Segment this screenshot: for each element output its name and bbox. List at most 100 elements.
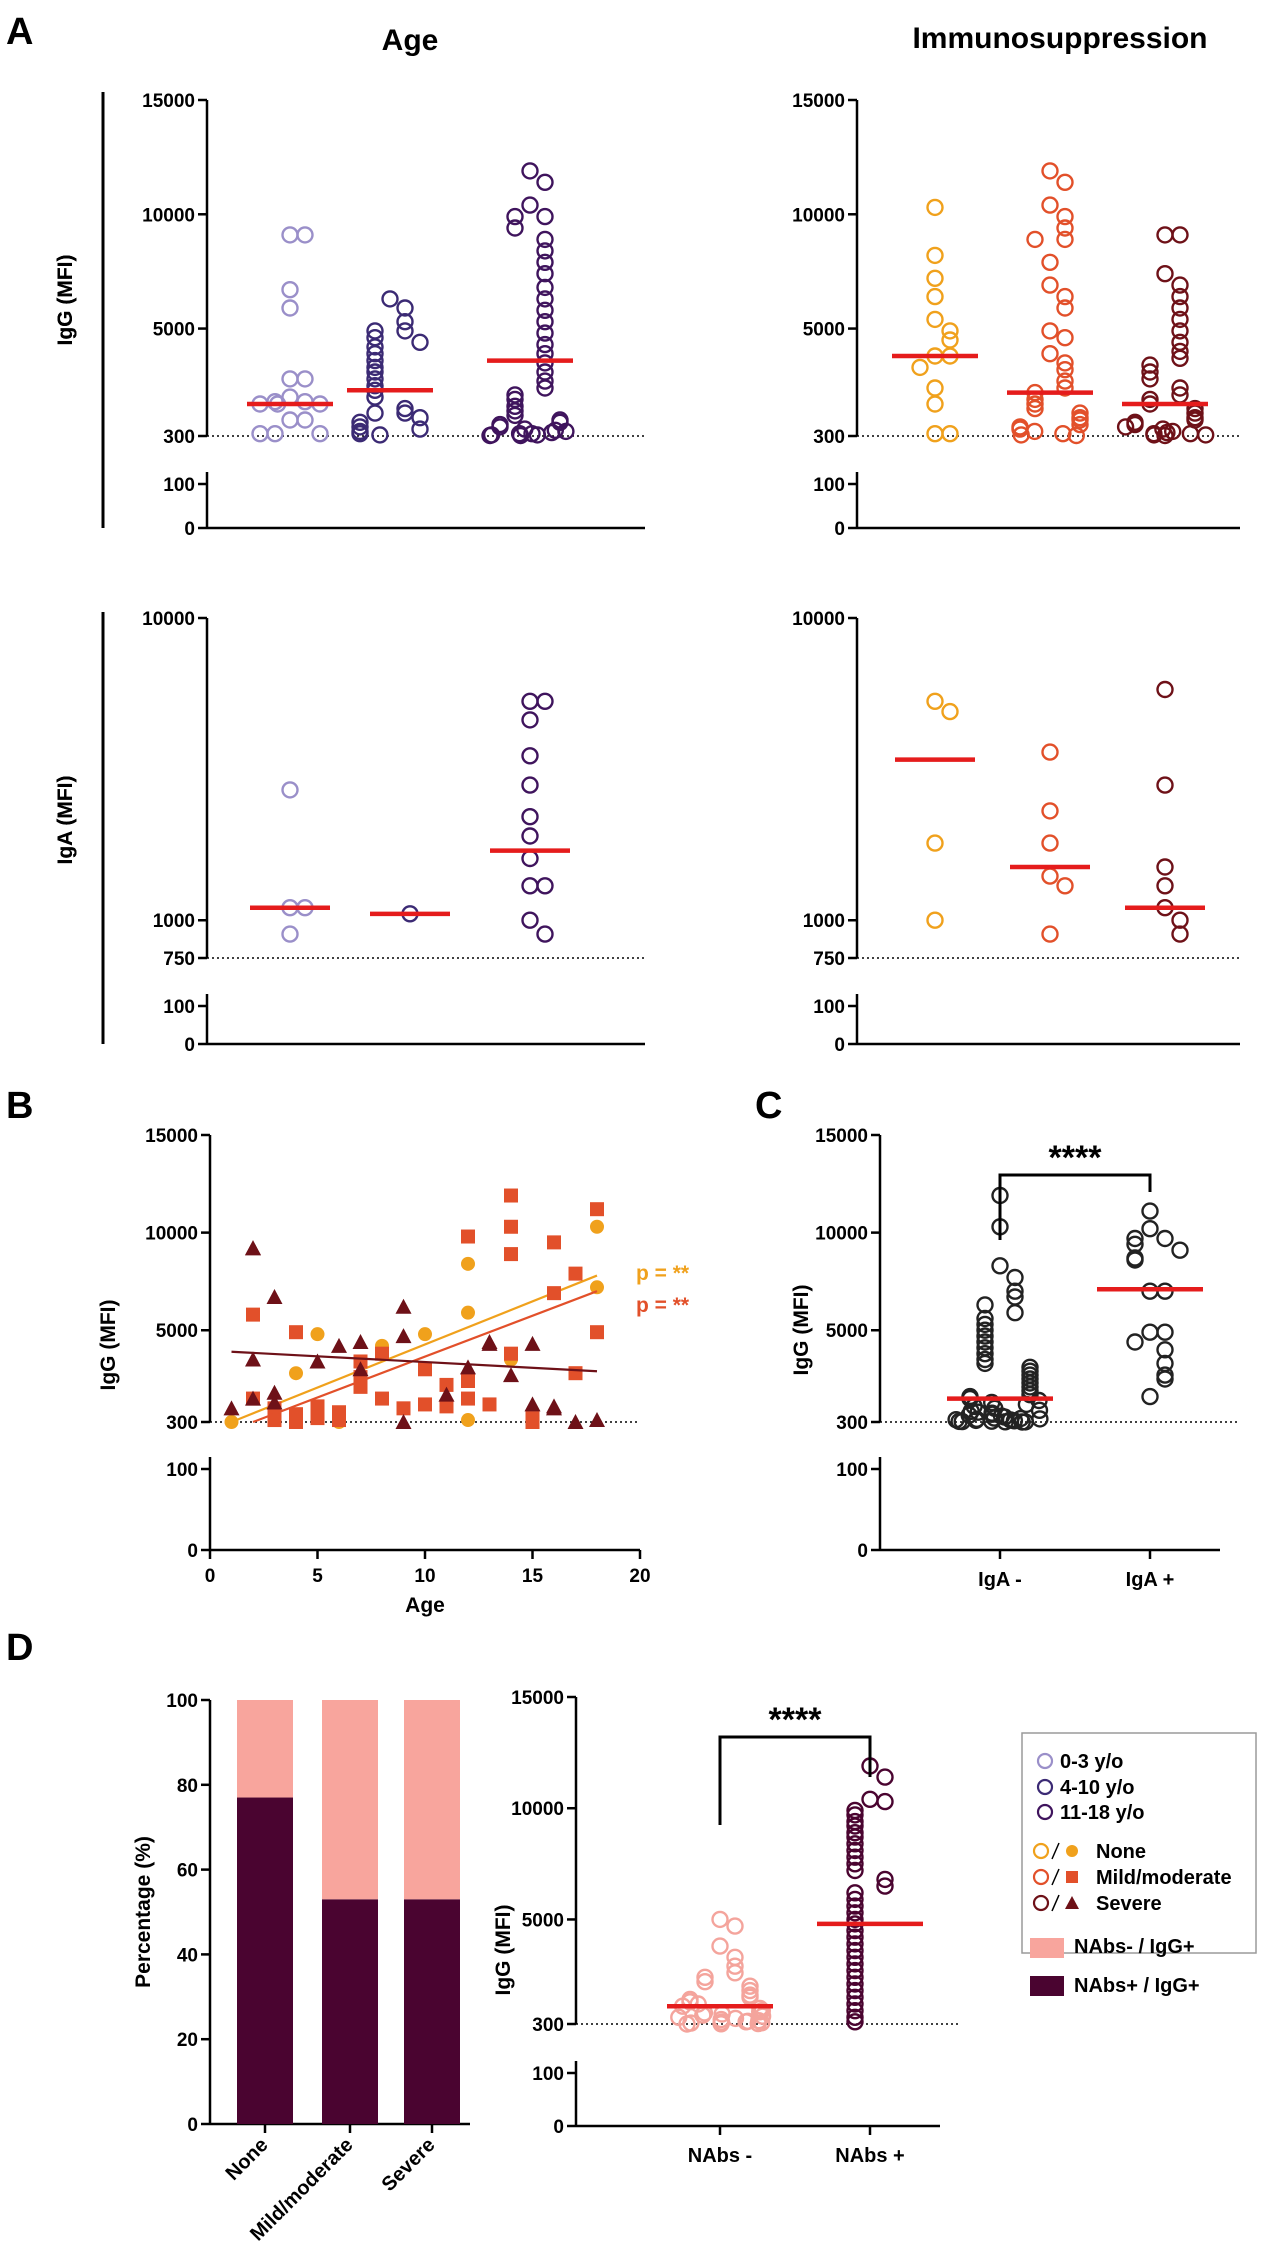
data-point xyxy=(943,426,958,441)
panel-label-c: C xyxy=(755,1085,782,1127)
data-point xyxy=(245,1240,261,1255)
data-point xyxy=(538,209,553,224)
data-point xyxy=(372,427,387,442)
y-tick-label: 100 xyxy=(813,997,845,1018)
chart-a-iga-immuno: 7501000100000100IgA (MFI) xyxy=(54,609,1240,1056)
y-tick-label: 20 xyxy=(177,2030,198,2051)
data-point xyxy=(283,371,298,386)
data-point xyxy=(461,1413,475,1427)
y-tick-label: 10000 xyxy=(145,1224,198,1245)
x-tick-label: None xyxy=(222,2134,273,2185)
group-none xyxy=(895,694,975,928)
data-point xyxy=(538,175,553,190)
data-point xyxy=(713,1912,728,1927)
data-point xyxy=(283,227,298,242)
data-point xyxy=(547,1286,561,1300)
data-point xyxy=(1143,1204,1158,1219)
legend-none: None xyxy=(1096,1841,1146,1863)
y-tick-label: 100 xyxy=(163,997,195,1018)
data-point xyxy=(1118,419,1133,434)
group-11-18-y-o xyxy=(490,694,570,942)
data-point xyxy=(1043,927,1058,942)
data-point xyxy=(483,1397,497,1411)
legend-swatch xyxy=(1030,1976,1064,1996)
data-point xyxy=(461,1392,475,1406)
data-point xyxy=(928,381,943,396)
y-tick-label: 40 xyxy=(177,1945,198,1966)
data-point xyxy=(246,1308,260,1322)
y-tick-label: 100 xyxy=(813,475,845,496)
data-point xyxy=(993,1258,1008,1273)
data-point xyxy=(1143,1221,1158,1236)
x-tick-label: 0 xyxy=(205,1566,216,1587)
chart-d-scatter: 300500010000150000100NAbs - NAbs +****IgG… xyxy=(492,1688,960,2167)
y-tick-label: 1000 xyxy=(153,911,195,932)
data-point xyxy=(413,335,428,350)
data-point xyxy=(1183,426,1198,441)
data-point xyxy=(728,1919,743,1934)
bar-nabs-igg-severe xyxy=(404,1899,460,2124)
chart-a-iga-age: 7501000100000100IgA (MFI) xyxy=(54,609,645,1056)
data-point xyxy=(504,1220,518,1234)
significance-label: **** xyxy=(769,1701,823,1739)
data-point xyxy=(504,1189,518,1203)
legend: 0-3 y/o 4-10 y/o 11-18 y/o None Mild/mod… xyxy=(1022,1733,1256,1997)
data-point xyxy=(1028,232,1043,247)
chart-a-igg-immuno: 300500010000150000100IgG (MFI) xyxy=(54,91,1240,540)
data-point xyxy=(418,1327,432,1341)
data-point xyxy=(1158,878,1173,893)
data-point xyxy=(283,301,298,316)
data-point xyxy=(396,1414,412,1429)
y-tick-label: 300 xyxy=(836,1413,868,1434)
data-point xyxy=(713,1939,728,1954)
y-tick-label: 750 xyxy=(813,949,845,970)
data-point xyxy=(523,712,538,727)
data-point xyxy=(508,221,523,236)
y-tick-label: 5000 xyxy=(826,1321,868,1342)
group-0-3-y-o xyxy=(247,227,333,441)
data-point xyxy=(298,227,313,242)
bar-nabs-igg-none xyxy=(237,1700,293,1798)
data-point xyxy=(504,1347,518,1361)
legend-marker xyxy=(1066,1845,1078,1857)
x-tick-label: 5 xyxy=(312,1566,323,1587)
data-point xyxy=(928,289,943,304)
data-point xyxy=(913,360,928,375)
data-point xyxy=(1158,227,1173,242)
group-nabs xyxy=(667,1912,773,2032)
data-point xyxy=(1058,301,1073,316)
data-point xyxy=(353,1334,369,1349)
group-mild-moderate xyxy=(1010,745,1090,942)
y-tick-label: 0 xyxy=(187,2115,198,2136)
data-point xyxy=(928,836,943,851)
data-point xyxy=(523,163,538,178)
group-0-3-y-o xyxy=(250,782,330,941)
group-mild-moderate xyxy=(1007,163,1093,443)
x-tick-label: IgA - xyxy=(978,1569,1022,1591)
data-point xyxy=(1043,323,1058,338)
x-tick-label: 15 xyxy=(522,1566,544,1587)
data-point xyxy=(461,1306,475,1320)
data-point xyxy=(1058,878,1073,893)
data-point xyxy=(397,1401,411,1415)
data-point xyxy=(1158,860,1173,875)
x-tick-label: NAbs + xyxy=(835,2145,904,2167)
legend-swatch xyxy=(1030,1938,1064,1958)
data-point xyxy=(523,694,538,709)
y-tick-label: 10000 xyxy=(142,205,195,226)
y-tick-label: 10000 xyxy=(815,1224,868,1245)
title-age: Age xyxy=(382,24,439,57)
y-axis-label: IgG (MFI) xyxy=(492,1905,515,1996)
y-tick-label: 0 xyxy=(553,2117,564,2138)
group-iga xyxy=(1097,1204,1203,1405)
data-point xyxy=(332,1413,346,1427)
y-tick-label: 15000 xyxy=(511,1688,564,1709)
data-point xyxy=(523,778,538,793)
x-tick-label: IgA + xyxy=(1126,1569,1175,1591)
x-tick-label: NAbs - xyxy=(688,2145,752,2167)
data-point xyxy=(589,1412,605,1427)
data-point xyxy=(928,426,943,441)
y-axis-label: IgA (MFI) xyxy=(54,775,77,864)
data-point xyxy=(283,413,298,428)
y-tick-label: 60 xyxy=(177,1861,198,1882)
